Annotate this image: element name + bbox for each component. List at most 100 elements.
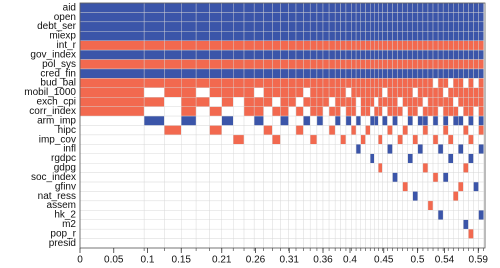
inclusion-cell — [355, 181, 362, 192]
inclusion-cell — [345, 125, 352, 136]
inclusion-cell — [478, 172, 484, 183]
inclusion-cell — [143, 40, 165, 51]
inclusion-cell — [397, 219, 403, 230]
inclusion-cell — [387, 228, 393, 239]
inclusion-cell — [453, 181, 459, 192]
inclusion-cell — [374, 210, 379, 220]
inclusion-cell — [382, 87, 388, 98]
inclusion-cell — [280, 40, 289, 51]
inclusion-cell — [402, 21, 408, 32]
inclusion-cell — [221, 228, 234, 239]
inclusion-cell — [437, 21, 444, 32]
inclusion-cell — [221, 106, 234, 117]
inclusion-cell — [221, 162, 234, 173]
inclusion-cell — [365, 2, 371, 13]
inclusion-cell — [322, 144, 330, 154]
inclusion-cell — [478, 228, 484, 239]
inclusion-cell — [303, 97, 311, 107]
inclusion-cell — [143, 59, 165, 70]
inclusion-cell — [263, 125, 273, 136]
inclusion-cell — [374, 106, 379, 117]
inclusion-cell — [442, 228, 449, 239]
inclusion-cell — [164, 172, 182, 183]
inclusion-cell — [378, 49, 383, 60]
inclusion-cell — [478, 12, 484, 23]
inclusion-cell — [392, 31, 398, 41]
inclusion-cell — [345, 200, 352, 211]
inclusion-cell — [295, 87, 304, 98]
inclusion-cell — [345, 59, 352, 70]
inclusion-cell — [478, 40, 484, 51]
inclusion-cell — [432, 153, 439, 164]
inclusion-cell — [253, 87, 264, 98]
inclusion-cell — [448, 115, 454, 126]
inclusion-cell — [407, 12, 413, 23]
inclusion-cell — [370, 134, 375, 145]
inclusion-cell — [427, 40, 434, 51]
inclusion-cell — [303, 228, 311, 239]
inclusion-cell — [453, 238, 459, 249]
inclusion-cell — [316, 2, 324, 13]
inclusion-cell — [253, 228, 264, 239]
inclusion-cell — [365, 153, 371, 164]
inclusion-cell — [407, 125, 413, 136]
inclusion-cell — [295, 68, 304, 79]
inclusion-cell — [374, 172, 379, 183]
inclusion-cell — [422, 172, 429, 183]
inclusion-cell — [243, 134, 255, 145]
inclusion-cell — [79, 228, 145, 239]
inclusion-cell — [295, 210, 304, 220]
inclusion-cell — [412, 153, 419, 164]
inclusion-cell — [272, 191, 281, 202]
inclusion-cell — [407, 31, 413, 41]
inclusion-cell — [233, 162, 245, 173]
inclusion-cell — [345, 238, 352, 249]
inclusion-cell — [448, 210, 454, 220]
inclusion-cell — [432, 2, 439, 13]
x-tick-label: 0.36 — [313, 255, 333, 266]
inclusion-cell — [79, 21, 145, 32]
inclusion-cell — [309, 238, 318, 249]
inclusion-cell — [209, 238, 222, 249]
inclusion-cell — [463, 219, 469, 230]
inclusion-cell — [397, 181, 403, 192]
inclusion-cell — [316, 144, 324, 154]
inclusion-cell — [370, 162, 375, 173]
inclusion-cell — [427, 115, 434, 126]
inclusion-cell — [463, 106, 469, 117]
inclusion-cell — [437, 144, 444, 154]
inclusion-cell — [243, 87, 255, 98]
inclusion-cell — [468, 59, 474, 70]
inclusion-cell — [295, 172, 304, 183]
inclusion-cell — [355, 172, 362, 183]
inclusion-cell — [463, 78, 469, 89]
inclusion-cell — [370, 97, 375, 107]
inclusion-cell — [340, 59, 347, 70]
inclusion-cell — [402, 134, 408, 145]
inclusion-cell — [309, 228, 318, 239]
inclusion-cell — [340, 49, 347, 60]
inclusion-cell — [427, 210, 434, 220]
inclusion-cell — [288, 144, 297, 154]
inclusion-cell — [437, 97, 444, 107]
inclusion-cell — [397, 115, 403, 126]
inclusion-cell — [351, 12, 357, 23]
inclusion-cell — [448, 21, 454, 32]
inclusion-cell — [340, 78, 347, 89]
inclusion-cell — [382, 228, 388, 239]
inclusion-cell — [355, 125, 362, 136]
inclusion-cell — [195, 2, 210, 13]
inclusion-cell — [309, 144, 318, 154]
inclusion-cell — [453, 115, 459, 126]
inclusion-cell — [288, 200, 297, 211]
inclusion-cell — [143, 191, 165, 202]
inclusion-cell — [442, 134, 449, 145]
inclusion-cell — [448, 49, 454, 60]
inclusion-cell — [272, 59, 281, 70]
inclusion-cell — [392, 162, 398, 173]
inclusion-cell — [427, 181, 434, 192]
inclusion-cell — [448, 59, 454, 70]
inclusion-cell — [143, 228, 165, 239]
inclusion-cell — [453, 87, 459, 98]
inclusion-cell — [365, 210, 371, 220]
